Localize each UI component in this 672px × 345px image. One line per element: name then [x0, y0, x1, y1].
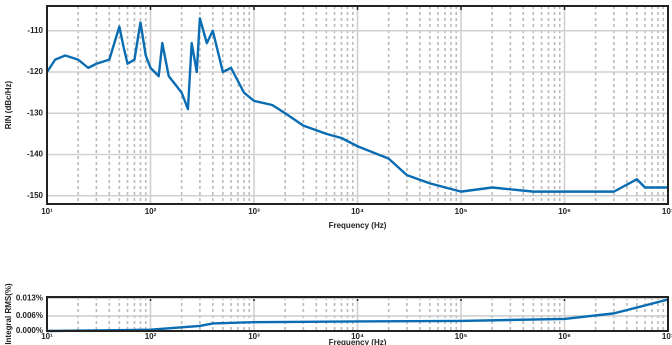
y-tick-label: -140 — [27, 150, 44, 159]
x-tick-label: 10⁶ — [558, 332, 571, 341]
x-tick-label: 10⁷ — [662, 332, 672, 341]
x-tick-label: 10⁷ — [662, 207, 672, 216]
x-tick-label: 10⁶ — [558, 207, 571, 216]
x-tick-label: 10¹ — [41, 207, 53, 216]
y-axis-label: Integral RMS(%) — [4, 283, 13, 345]
y-tick-label: 0.006% — [16, 311, 43, 320]
x-tick-label: 10² — [145, 207, 157, 216]
x-tick-label: 10³ — [248, 332, 260, 341]
x-tick-label: 10⁵ — [455, 332, 468, 341]
x-tick-label: 10¹ — [41, 332, 53, 341]
plot-frame — [46, 296, 669, 332]
x-tick-label: 10⁵ — [455, 207, 468, 216]
x-axis-label: Frequency (Hz) — [329, 338, 387, 345]
y-tick-label: -110 — [27, 26, 43, 35]
y-tick-label: -120 — [27, 67, 44, 76]
line-series — [45, 17, 668, 193]
plot-frame — [46, 5, 669, 205]
line-series — [46, 298, 669, 333]
x-tick-label: 10⁴ — [351, 332, 364, 341]
y-tick-label: -150 — [27, 191, 44, 200]
y-tick-label: 0.013% — [16, 293, 43, 302]
x-tick-label: 10³ — [248, 207, 260, 216]
x-tick-label: 10² — [145, 332, 157, 341]
y-axis-label: RIN (dBc/Hz) — [4, 80, 13, 129]
x-tick-label: 10⁴ — [351, 207, 364, 216]
y-tick-label: -130 — [27, 108, 44, 117]
x-axis-label: Frequency (Hz) — [329, 221, 387, 230]
y-tick-label: 0.000% — [16, 326, 43, 335]
